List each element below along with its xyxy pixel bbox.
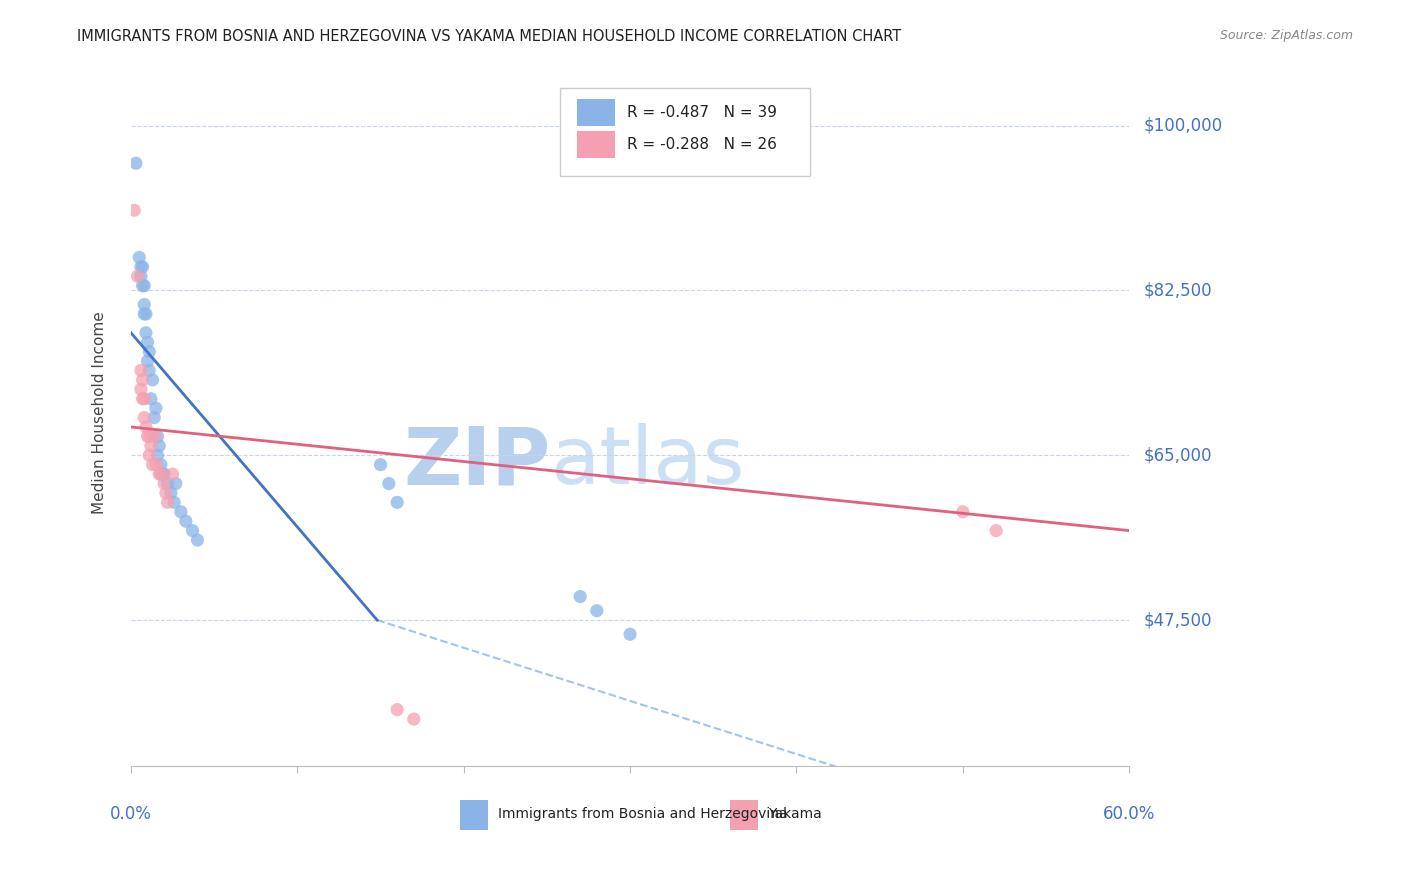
Point bbox=[139, 392, 162, 406]
Point bbox=[135, 307, 157, 321]
Point bbox=[148, 467, 170, 481]
Point bbox=[129, 363, 152, 377]
Point bbox=[122, 203, 145, 218]
FancyBboxPatch shape bbox=[560, 87, 810, 177]
Point bbox=[127, 269, 149, 284]
Point bbox=[986, 524, 1008, 538]
Text: $82,500: $82,500 bbox=[1143, 281, 1212, 300]
Point bbox=[160, 486, 183, 500]
Point bbox=[138, 363, 160, 377]
Point bbox=[156, 495, 179, 509]
Point bbox=[134, 297, 156, 311]
Text: Yakama: Yakama bbox=[768, 807, 821, 822]
Point bbox=[136, 429, 159, 443]
Text: $47,500: $47,500 bbox=[1143, 611, 1212, 629]
Point bbox=[145, 458, 167, 472]
Point bbox=[402, 712, 425, 726]
Text: Source: ZipAtlas.com: Source: ZipAtlas.com bbox=[1219, 29, 1353, 42]
Point bbox=[136, 354, 159, 368]
Text: Immigrants from Bosnia and Herzegovina: Immigrants from Bosnia and Herzegovina bbox=[498, 807, 787, 822]
Text: R = -0.487   N = 39: R = -0.487 N = 39 bbox=[627, 105, 778, 120]
Point bbox=[146, 448, 169, 462]
Y-axis label: Median Household Income: Median Household Income bbox=[93, 311, 107, 514]
Point bbox=[131, 392, 153, 406]
Point bbox=[181, 524, 204, 538]
Text: $65,000: $65,000 bbox=[1143, 446, 1212, 464]
Point bbox=[135, 326, 157, 340]
Text: R = -0.288   N = 26: R = -0.288 N = 26 bbox=[627, 136, 778, 152]
Point bbox=[385, 703, 408, 717]
FancyBboxPatch shape bbox=[578, 131, 616, 158]
Point bbox=[128, 251, 150, 265]
Point bbox=[153, 467, 176, 481]
Point bbox=[135, 420, 157, 434]
Point bbox=[174, 514, 197, 528]
Point bbox=[142, 458, 165, 472]
Text: 60.0%: 60.0% bbox=[1104, 805, 1156, 823]
FancyBboxPatch shape bbox=[460, 800, 488, 830]
FancyBboxPatch shape bbox=[730, 800, 758, 830]
Point bbox=[370, 458, 392, 472]
Point bbox=[134, 392, 156, 406]
Text: atlas: atlas bbox=[550, 424, 745, 501]
Point bbox=[129, 260, 152, 274]
Point bbox=[125, 156, 148, 170]
Point bbox=[131, 373, 153, 387]
Point bbox=[131, 278, 153, 293]
Point bbox=[569, 590, 592, 604]
Point bbox=[134, 410, 156, 425]
Point bbox=[153, 476, 176, 491]
Point bbox=[170, 505, 193, 519]
Point bbox=[142, 373, 165, 387]
Point bbox=[162, 467, 184, 481]
Point bbox=[163, 495, 186, 509]
Point bbox=[165, 476, 187, 491]
Point bbox=[152, 467, 174, 481]
Point bbox=[148, 439, 170, 453]
Point bbox=[585, 604, 607, 618]
Point bbox=[136, 335, 159, 350]
Point bbox=[156, 476, 179, 491]
Point bbox=[149, 458, 172, 472]
Point bbox=[149, 467, 172, 481]
Point bbox=[143, 429, 166, 443]
Point bbox=[385, 495, 408, 509]
Point bbox=[139, 439, 162, 453]
Text: 0.0%: 0.0% bbox=[110, 805, 152, 823]
Point bbox=[134, 278, 156, 293]
Point bbox=[619, 627, 641, 641]
Point bbox=[129, 382, 152, 396]
Point bbox=[138, 448, 160, 462]
Point bbox=[186, 533, 208, 547]
Point bbox=[145, 401, 167, 416]
Text: $100,000: $100,000 bbox=[1143, 117, 1222, 135]
Point bbox=[952, 505, 974, 519]
Point bbox=[134, 307, 156, 321]
Point bbox=[146, 429, 169, 443]
Point bbox=[143, 410, 166, 425]
Point bbox=[138, 344, 160, 359]
Point bbox=[138, 429, 160, 443]
Text: IMMIGRANTS FROM BOSNIA AND HERZEGOVINA VS YAKAMA MEDIAN HOUSEHOLD INCOME CORRELA: IMMIGRANTS FROM BOSNIA AND HERZEGOVINA V… bbox=[77, 29, 901, 44]
Point bbox=[131, 260, 153, 274]
Point bbox=[378, 476, 401, 491]
Point bbox=[129, 269, 152, 284]
Point bbox=[155, 486, 177, 500]
Text: ZIP: ZIP bbox=[404, 424, 550, 501]
FancyBboxPatch shape bbox=[578, 99, 616, 126]
